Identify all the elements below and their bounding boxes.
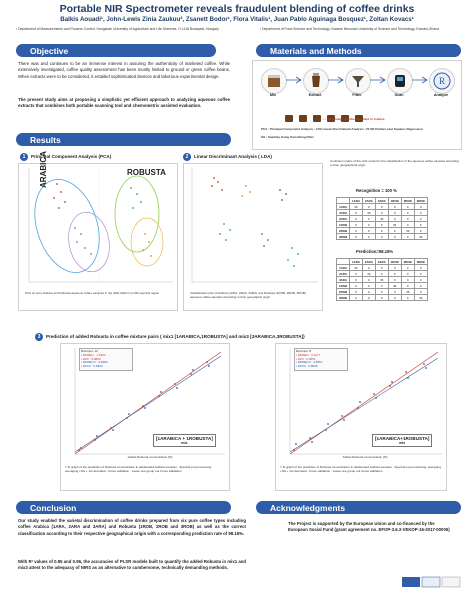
step-label-extract: Extract [308,93,322,97]
svg-text:R: R [439,76,445,86]
stats-right-2: • R2C : 0.9651 [296,356,316,361]
pca-title: Principal Component Analysis (PCA) [31,154,112,159]
pca-panel: ARABICA ROBUSTA PCA on pure Arabica and … [18,151,178,311]
regression-plot-left [74,348,225,455]
confusion-cell: 3ROB [335,294,351,301]
step-label-scan: Scan [394,93,404,97]
pred-title: Prediction of added Robusta in coffee mi… [46,334,305,339]
regression-plot-right [289,348,442,455]
affiliation-2: ² Department of Food Science and Technol… [260,27,439,31]
stats-right-4: • R2CV : 0.8500 [296,364,318,369]
confusion-cell: 0 [361,233,376,240]
lda-panel: Classification plot of Arabica (1ARA, 2A… [183,163,323,311]
conclusion-heading: Conclusion [16,501,231,514]
regression-stats-left: Ricomps: 12 • RMSEC : 1.5490 • R2C : 0.9… [79,348,133,371]
objective-paragraph: There was and continues to be an immense… [18,61,230,79]
xaxis-left: Added Robusta concentration [%] [127,455,173,459]
lda-title: Linear Discriminant Analysis ( LDA) [194,154,272,159]
lda-caption: Classification plot of Arabica (1ARA, 2A… [190,291,306,299]
mix-sub-left: mix [181,441,188,445]
step-label-filter: Filter [352,93,362,97]
pca-label-robusta: ROBUSTA [127,168,166,177]
conclusion-p2: With R² values of 0.85 and 0.96, the acc… [18,559,246,571]
confusion-row: 1ROB 0 0 0 36 0 0 [335,282,428,289]
affiliation-1: ¹ Department of Measurements and Process… [16,27,219,31]
lda-number-badge: 2 [183,153,191,161]
confusion-row: 1ARA 36 0 0 0 0 0 [335,264,428,271]
results-heading: Results [16,133,231,146]
recognition-table: 1ARA 2ARA 3ARA 1ROB 2ROB 3ROB 1ARA 36 0 0 0 0 0 2ARA 0… [335,197,428,240]
confusion-cell: 0 [349,233,363,240]
cup-row [283,111,433,123]
confusion-cell: 0 [387,294,402,301]
conclusion-p1: Our study enabled the varietal discrimin… [18,518,246,536]
regression-panel-right: Ricomps: 8 • RMSEC : 2.1077 • R2C : 0.96… [275,343,447,491]
workflow: R Mix Extract Filter Scan Analyze [259,66,457,108]
regression-stats-right: Ricomps: 8 • RMSEC : 2.1077 • R2C : 0.96… [294,348,348,371]
step-label-mix: Mix [269,93,277,97]
recognition-rate: Recognition = 100 % [356,188,397,193]
confusion-cell: 0 [349,294,363,301]
mix-label-left: [1ARABICA + 1ROBUSTA] [156,436,213,441]
pred-number-badge: 3 [35,333,43,341]
objective-heading: Objective [16,44,216,57]
filter-icon [345,68,371,94]
confusion-cell: 36 [413,233,428,240]
prediction-rate: Prediction=98.16% [356,249,394,254]
author-list: Balkis Aouadi¹, John-Lewis Zinia Zaukuu²… [60,16,414,23]
confusion-cell: 36 [413,294,428,301]
confusion-cell: 0 [374,233,389,240]
stats-left-4: • R2CV : 0.9300 [81,364,103,369]
step-label-analyze: Analyze [433,93,449,97]
confusion-cell: 3ROB [335,233,351,240]
funding-logos [402,575,462,588]
mix-icon [261,68,287,94]
methods-abbr-1: PCA : Principal Component Analysis ; LDA… [261,127,423,131]
pca-plot [28,168,173,283]
stats-right-0: Ricomps: 8 [296,349,312,353]
confusion-cell: 0 [400,233,415,240]
confusion-cell: 0 [361,294,376,301]
confusion-cell: 0 [400,294,415,301]
stats-left-3: • RMSECV : 3.2580 [81,360,108,365]
stats-left-2: • R2C : 0.9850 [81,356,101,361]
regression-mix-label-left: [1ARABICA + 1ROBUSTA] mix [153,434,216,447]
analyze-icon: R [429,68,455,94]
methods-panel: R Mix Extract Filter Scan Analyze • : Pe… [252,60,462,150]
stats-left-0: Ricomps: 12 [81,349,98,353]
ack-heading: Acknowledgments [256,501,461,514]
confusion-cell: 0 [374,294,389,301]
methods-abbr-2: SG : Savitzky Golay Smoothing Filter [261,135,314,139]
pca-caption: PCA on pure Arabica and Robusta aqueous … [25,291,160,295]
xaxis-right: Added Robusta concentration [%] [342,455,388,459]
mix-label-right: [1ARABICA+1ROBUSTA] [375,436,430,441]
stats-left-1: • RMSEC : 1.5490 [81,352,106,357]
methods-legend-note: • : Percentage of Robusta added to Arabi… [323,117,385,121]
regression-caption-left: Y fit graph of the prediction of Robusta… [65,465,212,473]
pca-number-badge: 1 [20,153,28,161]
confusion-row: 1ARA 36 0 0 0 0 0 [335,203,428,210]
confusion-row: 3ROB 0 0 0 0 0 36 [335,294,428,301]
prediction-table: 1ARA 2ARA 3ARA 1ROB 2ROB 3ROB 1ARA 36 0 0 0 0 0 2ARA 0… [335,258,428,301]
mix-sub-right: mix [399,441,406,445]
scan-icon [387,68,413,94]
confusion-row: 3ROB 0 0 0 0 0 36 [335,233,428,240]
poster-title: Portable NIR Spectrometer reveals fraudu… [59,3,415,15]
pca-label-arabica: ARABICA [39,151,48,188]
confusion-cell: 0 [387,233,402,240]
methods-heading: Materials and Methods [256,44,461,57]
confusion-note: Confusion matrix of the LDA model for th… [330,159,460,167]
confusion-row: 2ROB 0 0 0 0 36 0 [335,288,428,295]
regression-mix-label-right: [1ARABICA+1ROBUSTA] mix [372,434,433,447]
objective-aim: The present study aims at proposing a si… [18,97,230,109]
stats-right-1: • RMSEC : 2.1077 [296,352,321,357]
workflow-arrows [286,76,428,84]
regression-caption-right: Y fit graph of the prediction of Robusta… [280,465,441,473]
extract-icon [303,68,329,94]
lda-plot [191,168,318,283]
ack-text: The Project is supported by the European… [288,521,450,533]
regression-panel-left: Ricomps: 12 • RMSEC : 1.5490 • R2C : 0.9… [60,343,230,491]
stats-right-3: • RMSECV : 4.8451 [296,360,323,365]
